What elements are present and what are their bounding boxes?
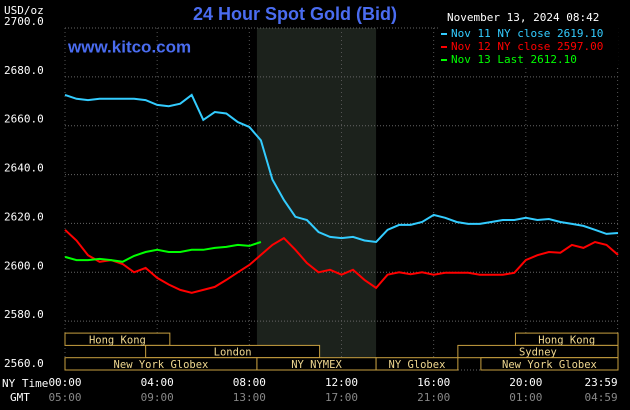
session-label: Hong Kong [89, 334, 146, 346]
y-tick-label: 2660.0 [4, 113, 44, 126]
session-label: NY NYMEX [291, 359, 342, 371]
legend-box [440, 26, 618, 68]
x-tick-label: 04:00 [141, 376, 174, 389]
session-box [64, 332, 171, 346]
session-box [375, 357, 459, 371]
y-tick-label: 2700.0 [4, 15, 44, 28]
y-tick-label: 2640.0 [4, 162, 44, 175]
y-tick-label: 2580.0 [4, 308, 44, 321]
x2-tick-label: 05:00 [48, 391, 81, 404]
watermark: www.kitco.com [67, 37, 191, 56]
x-tick-label: 12:00 [325, 376, 358, 389]
x2-tick-label: 01:00 [509, 391, 542, 404]
x-tick-label: 00:00 [48, 376, 81, 389]
legend-label: Nov 13 Last 2612.10 [451, 53, 577, 66]
session-label: Hong Kong [538, 334, 595, 346]
session-label: NY Globex [389, 359, 446, 371]
y-tick-label: 2560.0 [4, 357, 44, 370]
legend-label: Nov 11 NY close 2619.10 [451, 27, 603, 40]
x-row-label: NY Time [2, 377, 48, 390]
session-label: Sydney [519, 347, 557, 359]
x-tick-label: 16:00 [417, 376, 450, 389]
unit-label: USD/oz [4, 4, 44, 17]
shaded-region [256, 28, 377, 370]
session-label: New York Globex [502, 359, 597, 371]
x-tick-label: 08:00 [233, 376, 266, 389]
legend-label: Nov 12 NY close 2597.00 [451, 40, 603, 53]
x-tick-label: 23:59 [584, 376, 617, 389]
x2-tick-label: 21:00 [417, 391, 450, 404]
x-tick-label: 20:00 [509, 376, 542, 389]
price-line [64, 93, 619, 244]
price-line [64, 229, 619, 294]
session-box [480, 357, 619, 371]
session-label: London [214, 347, 252, 359]
x2-tick-label: 04:59 [584, 391, 617, 404]
price-line [64, 241, 262, 263]
session-label: New York Globex [114, 359, 209, 371]
chart-title: 24 Hour Spot Gold (Bid) [193, 4, 397, 24]
timestamp: November 13, 2024 08:42 [447, 11, 599, 24]
x2-tick-label: 13:00 [233, 391, 266, 404]
y-tick-label: 2680.0 [4, 64, 44, 77]
x2-tick-label: 09:00 [141, 391, 174, 404]
x2-row-label: GMT [10, 391, 30, 404]
y-tick-label: 2600.0 [4, 259, 44, 272]
x2-tick-label: 17:00 [325, 391, 358, 404]
y-tick-label: 2620.0 [4, 210, 44, 223]
